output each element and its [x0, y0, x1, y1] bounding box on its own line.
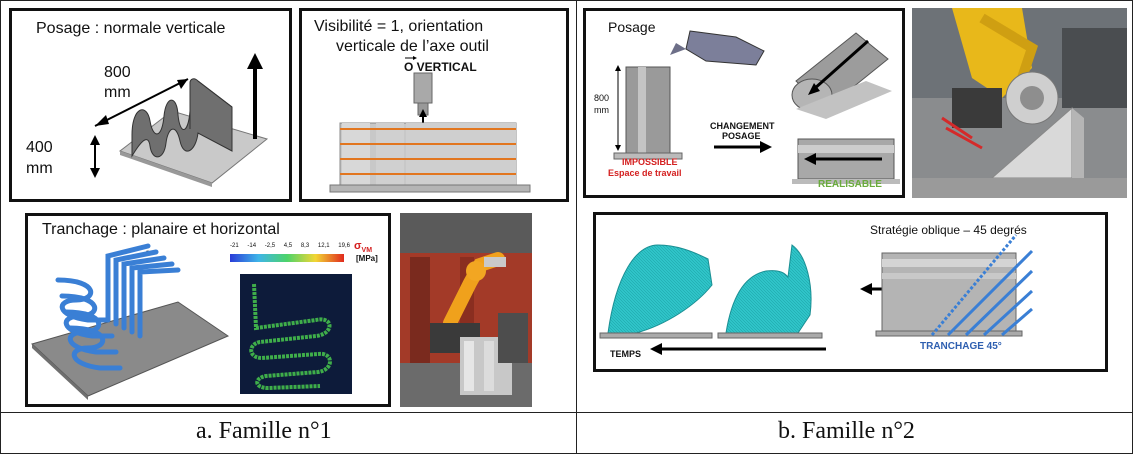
posage-title: Posage : normale verticale — [36, 20, 226, 37]
tranchage45-label: TRANCHAGE 45° — [920, 341, 1002, 352]
caption-family1: a. Famille n°1 — [196, 418, 332, 444]
table-row-divider — [0, 412, 1133, 413]
changement-line2: POSAGE — [722, 131, 761, 141]
vector-label: O VERTICAL — [404, 60, 477, 74]
posage-change-illustration — [613, 30, 900, 184]
colorbar-tick: -14 — [247, 243, 257, 249]
sigma-subscript: VM — [361, 247, 373, 255]
table-border-top — [0, 0, 1133, 1]
robot-photo-drawing — [400, 213, 532, 407]
tool-axis-illustration — [329, 56, 531, 193]
changement-line1: CHANGEMENT — [710, 121, 775, 131]
temps-label: TEMPS — [610, 349, 642, 359]
strategie-title: Stratégie oblique – 45 degrés — [870, 223, 1027, 237]
posage-panel: Posage : normale verticale 800 mm 400 mm — [9, 8, 292, 202]
strategie-panel: Stratégie oblique – 45 degrés — [593, 212, 1108, 372]
visibilite-line2: verticale de l’axe outil — [336, 38, 489, 55]
robot-photo-family2 — [912, 8, 1127, 198]
dim2-800-value: 800 — [594, 93, 610, 103]
posage2-panel: Posage 800 — [583, 8, 905, 198]
stress-unit: [MPa] — [356, 254, 378, 263]
oblique-strategy-illustration — [599, 234, 1034, 355]
sliced-toolpath-illustration — [31, 243, 352, 400]
espace-label: Espace de travail — [608, 168, 682, 178]
table-border-left — [0, 0, 1, 454]
caption-family2: b. Famille n°2 — [778, 418, 915, 444]
dim2-800-unit: mm — [594, 105, 609, 115]
colorbar-tick: -21 — [230, 243, 239, 249]
visibilite-panel: Visibilité = 1, orientation verticale de… — [299, 8, 569, 202]
sigma-label: σVM — [354, 240, 372, 254]
tranchage-panel: Tranchage : planaire et horizontal - — [25, 213, 391, 407]
colorbar-tick: 12,1 — [317, 243, 330, 249]
dim-800-unit: mm — [104, 84, 131, 101]
sigma-symbol: σ — [354, 240, 362, 252]
posage2-title: Posage — [608, 19, 656, 35]
colorbar-tick: 8,3 — [300, 243, 310, 249]
visibilite-line1: Visibilité = 1, orientation — [314, 18, 484, 35]
wavy-wall-illustration — [90, 53, 269, 187]
tranchage-title: Tranchage : planaire et horizontal — [42, 221, 280, 238]
table-column-divider — [576, 0, 577, 454]
robot-photo2-drawing — [912, 8, 1127, 198]
dim-400-unit: mm — [26, 160, 53, 177]
colorbar-tick: -2,5 — [264, 243, 276, 249]
colorbar-tick: 4,5 — [283, 243, 293, 249]
robot-photo-family1 — [400, 213, 532, 407]
colorbar-ticks: -21 -14 -2,5 4,5 8,3 12,1 19,6 — [230, 243, 350, 249]
dim-400-value: 400 — [26, 139, 53, 156]
realisable-label: REALISABLE — [818, 179, 882, 190]
dim-800-value: 800 — [104, 64, 131, 81]
colorbar-tick: 19,6 — [338, 243, 350, 249]
impossible-label: IMPOSSIBLE — [622, 157, 678, 167]
